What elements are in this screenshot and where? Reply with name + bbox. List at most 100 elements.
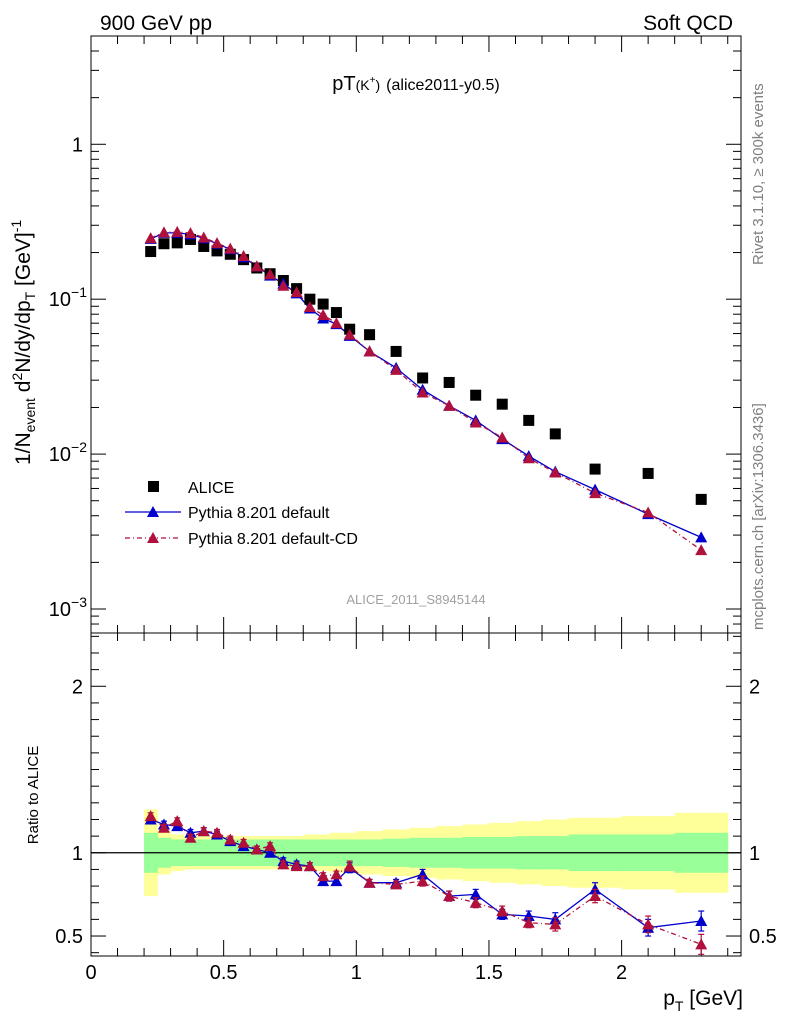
ratio-marker-1 <box>469 896 482 908</box>
ratio-marker-1 <box>290 860 303 872</box>
legend-label: ALICE <box>188 480 234 497</box>
main-marker-2 <box>330 317 343 329</box>
main-ytick-label: 10−3 <box>49 594 87 621</box>
ratio-ytick-label-right: 1 <box>749 843 760 865</box>
ratio-marker-1 <box>549 918 562 930</box>
xtick-label: 0 <box>85 962 96 984</box>
xtick-label: 0.5 <box>210 962 238 984</box>
alice-point <box>211 245 223 257</box>
main-marker-2 <box>184 227 197 239</box>
alice-point <box>198 240 210 252</box>
main-marker-2 <box>303 301 316 313</box>
title-main: pT <box>332 73 355 95</box>
mcplots-label: mcplots.cern.ch [arXiv:1306.3436] <box>750 403 767 630</box>
legend: ALICE Pythia 8.201 default Pythia 8.201 de… <box>125 480 358 548</box>
main-marker-2 <box>390 363 403 375</box>
alice-point <box>496 398 508 410</box>
main-marker-2 <box>317 309 330 321</box>
alice-point <box>589 463 601 475</box>
ratio-marker-1 <box>317 870 330 882</box>
ratio-marker-0 <box>695 915 708 927</box>
title-close: ) <box>375 77 380 93</box>
main-marker-2 <box>277 279 290 291</box>
ratio-ytick-label-left: 2 <box>72 676 83 698</box>
main-marker-2 <box>211 237 224 249</box>
main-marker-2 <box>443 399 456 411</box>
ratio-frame <box>90 632 742 957</box>
ratio-marker-1 <box>522 916 535 928</box>
ratio-marker-1 <box>171 815 184 827</box>
ratio-marker-1 <box>390 878 403 890</box>
main-marker-2 <box>549 466 562 478</box>
ratio-ylabel: Ratio to ALICE <box>25 746 42 844</box>
legend-label: Pythia 8.201 default <box>188 505 330 522</box>
title-sub: (K <box>356 77 371 93</box>
legend-marker-alice <box>148 481 159 492</box>
main-marker-2 <box>522 452 535 464</box>
xtick-label: 1 <box>351 962 362 984</box>
ratio-marker-1 <box>144 810 157 822</box>
ratio-ytick-label-right: 2 <box>749 676 760 698</box>
header-process: Soft QCD <box>643 12 733 35</box>
ratio-ytick-label-right: 0.5 <box>749 926 777 948</box>
main-marker-2 <box>343 328 356 340</box>
ratio-marker-1 <box>343 860 356 872</box>
main-ytick-label: 10−1 <box>49 284 87 311</box>
alice-point <box>443 376 455 388</box>
ratio-marker-1 <box>211 826 224 838</box>
header-collision: 900 GeV pp <box>100 12 212 35</box>
main-marker-2 <box>642 506 655 518</box>
ratio-marker-1 <box>642 918 655 930</box>
alice-point <box>184 233 196 245</box>
ratio-marker-0 <box>469 888 482 900</box>
xlabel: pT [GeV] <box>663 987 743 1014</box>
main-marker-2 <box>264 268 277 280</box>
main-marker-2 <box>144 232 157 244</box>
xtick-label: 1.5 <box>475 962 503 984</box>
main-marker-2 <box>416 386 429 398</box>
alice-point <box>523 414 535 426</box>
ratio-marker-1 <box>416 875 429 887</box>
alice-point <box>317 298 329 310</box>
ratio-marker-1 <box>250 843 263 855</box>
ratio-marker-1 <box>237 836 250 848</box>
ratio-marker-1 <box>264 840 277 852</box>
ratio-marker-1 <box>496 905 509 917</box>
ratio-marker-1 <box>277 858 290 870</box>
xtick-label: 2 <box>616 962 627 984</box>
main-marker-2 <box>469 416 482 428</box>
ratio-marker-1 <box>184 831 197 843</box>
main-marker-2 <box>290 286 303 298</box>
alice-point <box>695 493 707 505</box>
alice-point <box>549 428 561 440</box>
legend-marker <box>147 532 159 543</box>
rivet-label: Rivet 3.1.10, ≥ 300k events <box>750 83 767 265</box>
main-marker-2 <box>237 250 250 262</box>
main-marker-2 <box>171 225 184 237</box>
ratio-marker-1 <box>224 833 237 845</box>
ratio-marker-0 <box>264 846 277 858</box>
ratio-marker-1 <box>197 825 210 837</box>
alice-point <box>364 329 376 341</box>
main-marker-2 <box>589 487 602 499</box>
main-panel: 1 10−1 10−2 10−3 <box>49 35 742 634</box>
alice-point <box>158 238 170 250</box>
title-tail: (alice2011-y0.5) <box>386 77 500 94</box>
main-marker-2 <box>695 544 708 556</box>
alice-point <box>470 389 482 401</box>
ratio-marker-1 <box>330 868 343 880</box>
alice-point <box>145 246 157 258</box>
ratio-marker-1 <box>157 821 170 833</box>
main-marker-2 <box>496 431 509 443</box>
alice-point <box>171 237 183 249</box>
ratio-panel: 0.5 0.51 12 20 0.5 1 1.5 2 <box>55 632 777 984</box>
title-sup: + <box>370 75 376 86</box>
alice-point <box>330 307 342 319</box>
legend-label: Pythia 8.201 default-CD <box>188 531 358 548</box>
ratio-marker-1 <box>303 860 316 872</box>
alice-point <box>642 467 654 479</box>
ratio-marker-1 <box>589 890 602 902</box>
main-ylabel: 1/Nevent d2N/dy/dpT [GeV]-1 <box>8 220 38 465</box>
main-marker-2 <box>157 226 170 238</box>
ratio-ytick-label-left: 1 <box>72 843 83 865</box>
